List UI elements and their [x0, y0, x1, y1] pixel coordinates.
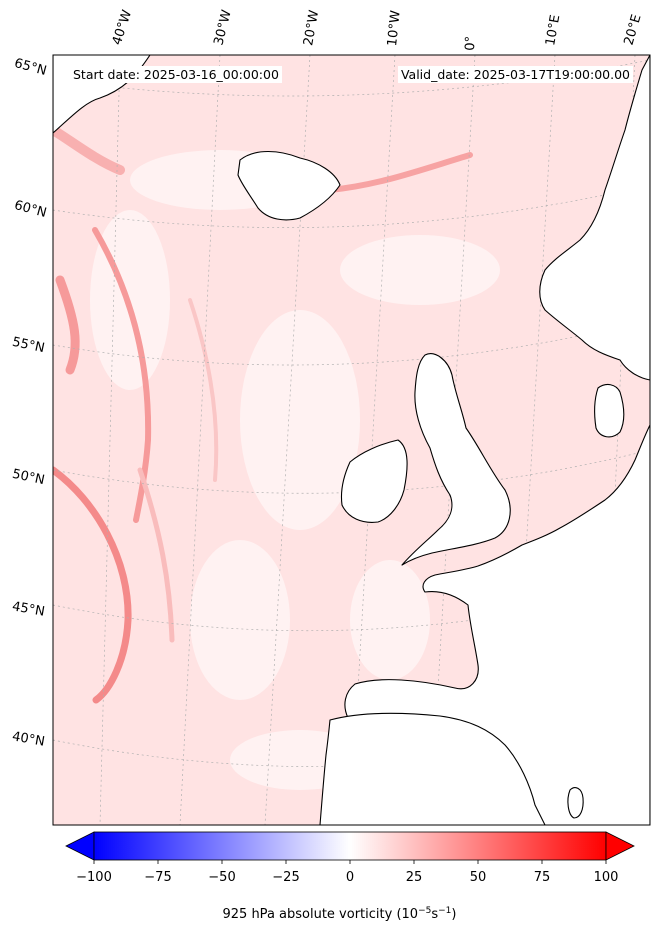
sardinia	[567, 787, 584, 819]
colorbar-title-exp2: −1	[438, 906, 452, 916]
map-area	[53, 55, 650, 825]
colorbar-tick-label: −100	[76, 870, 112, 885]
colorbar-tick-marks	[93, 860, 607, 864]
colorbar-tick-label: 50	[469, 870, 487, 885]
colorbar-tick-label: 75	[533, 870, 551, 885]
valid-date-label: Valid_date: 2025-03-17T19:00:00.00	[397, 66, 633, 83]
great-britain	[401, 353, 511, 566]
land	[53, 55, 650, 825]
colorbar-tick-label: 100	[593, 870, 619, 885]
colorbar-title-exp1: −5	[418, 906, 432, 916]
colorbar-title-end: )	[451, 907, 457, 923]
colorbar-tick-label: −25	[272, 870, 300, 885]
iberian-peninsula	[319, 712, 546, 825]
colorbar-extend-min	[65, 831, 95, 861]
iceland	[237, 151, 341, 221]
denmark	[594, 383, 625, 438]
colorbar-tick-label: −50	[208, 870, 236, 885]
colorbar-tick-label: 0	[345, 870, 355, 885]
colorbar-gradient	[93, 831, 607, 861]
ireland	[340, 439, 408, 523]
colorbar-title: 925 hPa absolute vorticity (10−5s−1)	[0, 906, 659, 922]
start-date-label: Start date: 2025-03-16_00:00:00	[70, 66, 282, 83]
map-frame	[52, 54, 651, 826]
colorbar-tick-label: −75	[144, 870, 172, 885]
colorbar	[65, 831, 635, 864]
colorbar-tick-label: 25	[405, 870, 423, 885]
colorbar-extend-max	[605, 831, 635, 861]
colorbar-title-text: 925 hPa absolute vorticity (10	[222, 907, 419, 923]
scandinavia	[539, 55, 650, 381]
colorbar-title-mid: s	[431, 907, 439, 923]
lon-label-0: 0°	[463, 35, 479, 51]
